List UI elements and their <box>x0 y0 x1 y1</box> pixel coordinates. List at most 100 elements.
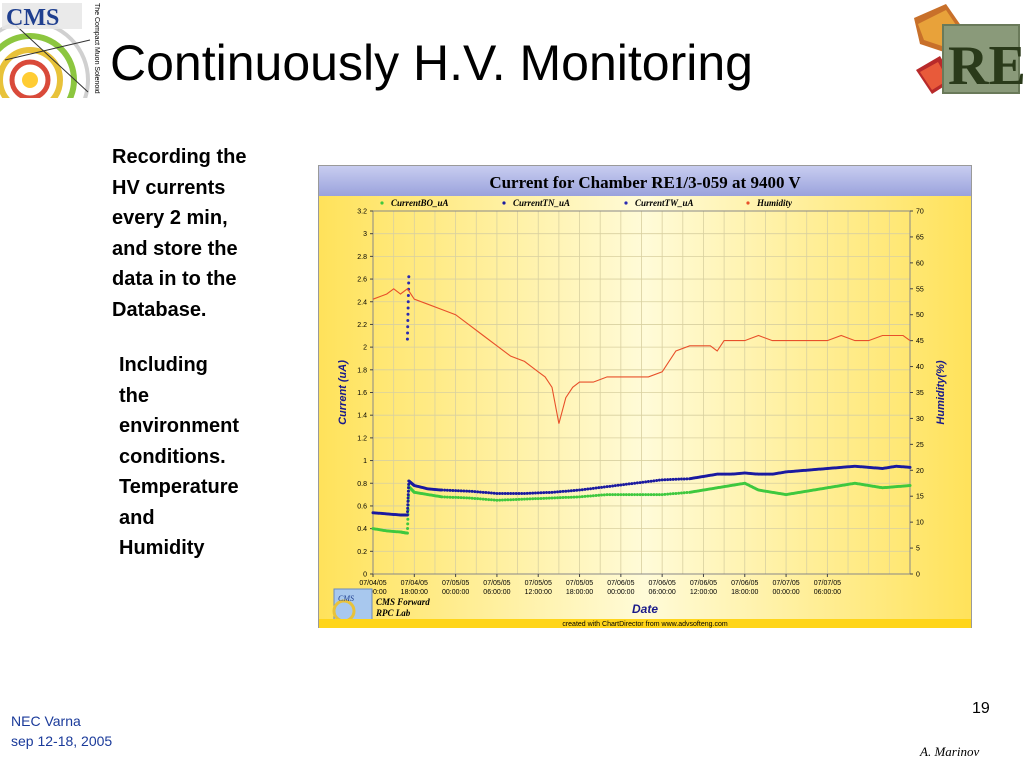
data-point <box>443 495 447 499</box>
data-point <box>627 482 631 486</box>
data-point <box>589 494 593 498</box>
data-point <box>406 331 410 335</box>
data-point <box>561 489 565 493</box>
data-point <box>619 483 623 487</box>
y-axis-title: Current (uA) <box>337 360 349 425</box>
data-point <box>685 477 689 481</box>
data-point <box>666 492 670 496</box>
data-point <box>531 491 535 495</box>
x-tick-label-time: 06:00:00 <box>649 589 676 596</box>
data-point <box>407 486 411 490</box>
legend-marker <box>502 201 506 205</box>
data-point <box>649 479 653 483</box>
data-point <box>550 490 554 494</box>
data-point <box>682 477 686 481</box>
data-point <box>495 491 499 495</box>
chart-title: Current for Chamber RE1/3-059 at 9400 V <box>489 173 801 192</box>
data-point <box>677 491 681 495</box>
data-point <box>498 491 502 495</box>
data-point <box>564 495 568 499</box>
data-point <box>407 275 411 279</box>
data-point <box>407 281 411 285</box>
data-point <box>641 493 645 497</box>
y-tick-label: 3.2 <box>357 209 367 216</box>
data-point <box>405 337 409 341</box>
data-point <box>528 497 532 501</box>
y-tick-label: 0 <box>363 572 367 579</box>
data-point <box>533 497 537 501</box>
x-tick-label-time: 00:00:00 <box>442 589 469 596</box>
chart-legend: CurrentBO_uA CurrentTN_uA CurrentTW_uA Humi… <box>380 198 793 208</box>
data-point <box>550 496 554 500</box>
data-point <box>525 497 529 501</box>
data-point <box>569 495 573 499</box>
y2-tick-label: 35 <box>916 390 924 397</box>
data-point <box>459 489 463 493</box>
data-point <box>580 488 584 492</box>
x-tick-label-date: 07/05/05 <box>483 580 510 587</box>
x-tick-label-time: 12:00:00 <box>690 589 717 596</box>
data-point <box>635 481 639 485</box>
data-point <box>517 497 521 501</box>
data-point <box>462 496 466 500</box>
data-point <box>484 491 488 495</box>
y-tick-label: 1 <box>363 458 367 465</box>
data-point <box>685 491 689 495</box>
data-point <box>674 491 678 495</box>
data-point <box>605 485 609 489</box>
humidity-line <box>372 288 911 424</box>
data-point <box>679 477 683 481</box>
data-point <box>520 491 524 495</box>
x-tick-label-time: 18:00:00 <box>731 589 758 596</box>
data-point <box>517 491 521 495</box>
data-point <box>591 494 595 498</box>
data-point <box>594 486 598 490</box>
data-point <box>476 490 480 494</box>
data-point <box>682 491 686 495</box>
data-point <box>671 492 675 496</box>
data-point <box>553 490 557 494</box>
y2-tick-label: 20 <box>916 468 924 475</box>
legend-marker <box>380 201 384 205</box>
data-point <box>542 496 546 500</box>
data-point <box>611 484 615 488</box>
data-point <box>644 480 648 484</box>
data-point <box>644 493 648 497</box>
data-point <box>600 485 604 489</box>
legend-marker <box>746 201 750 205</box>
y-tick-label: 2.8 <box>357 254 367 261</box>
data-point <box>646 493 650 497</box>
legend-label: CurrentTW_uA <box>635 198 694 208</box>
data-point <box>638 481 642 485</box>
data-point <box>616 483 620 487</box>
data-point <box>668 478 672 482</box>
y-tick-label: 0.6 <box>357 503 367 510</box>
y2-tick-label: 40 <box>916 364 924 371</box>
data-point <box>522 497 526 501</box>
data-point <box>500 491 504 495</box>
data-point <box>558 496 562 500</box>
data-point <box>624 493 628 497</box>
data-point <box>558 490 562 494</box>
data-point <box>652 493 656 497</box>
data-point <box>465 496 469 500</box>
cms-logo-text: CMS <box>6 5 59 31</box>
data-point <box>660 478 664 482</box>
data-point <box>622 483 626 487</box>
data-point <box>674 477 678 481</box>
data-point <box>509 498 513 502</box>
data-point <box>575 495 579 499</box>
data-point <box>572 489 576 493</box>
data-point <box>580 495 584 499</box>
data-point <box>487 491 491 495</box>
data-point <box>481 490 485 494</box>
data-point <box>465 489 469 493</box>
data-point <box>520 497 524 501</box>
y-tick-label: 1.8 <box>357 367 367 374</box>
data-point <box>405 513 409 517</box>
data-point <box>567 489 571 493</box>
data-point <box>495 498 499 502</box>
data-point <box>608 484 612 488</box>
data-point <box>657 493 661 497</box>
data-point <box>406 503 410 507</box>
